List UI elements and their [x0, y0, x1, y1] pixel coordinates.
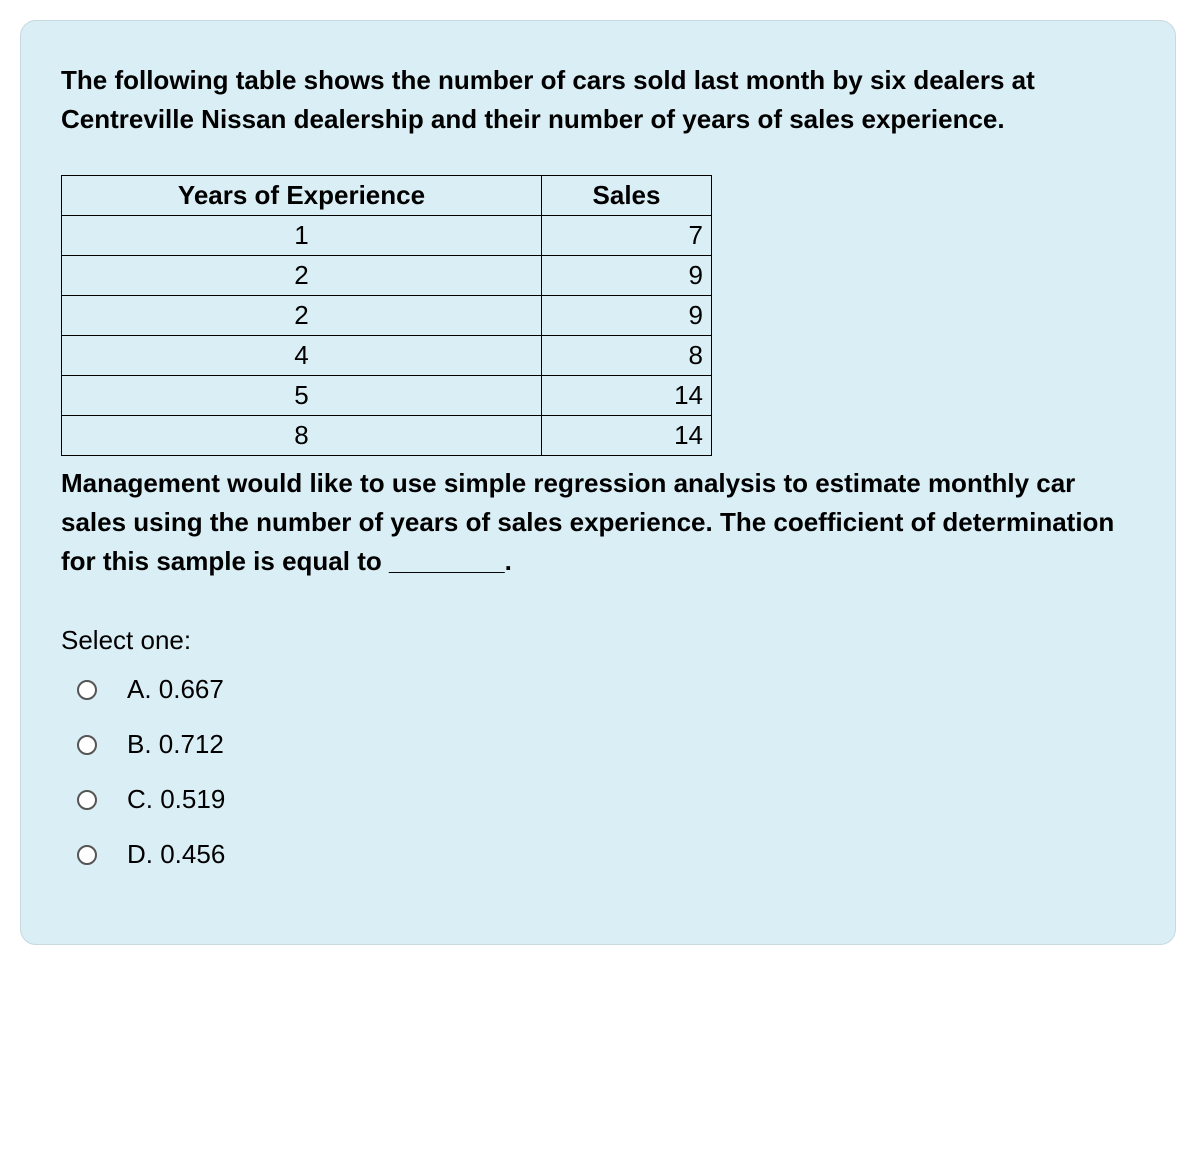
option-a[interactable]: A. 0.667 [77, 674, 1135, 705]
table-row: 5 14 [62, 376, 712, 416]
cell-sales: 14 [542, 416, 712, 456]
col-header-experience: Years of Experience [62, 176, 542, 216]
cell-experience: 2 [62, 256, 542, 296]
select-one-prompt: Select one: [61, 625, 1135, 656]
table-row: 4 8 [62, 336, 712, 376]
question-followup-text: Management would like to use simple regr… [61, 464, 1135, 581]
option-c[interactable]: C. 0.519 [77, 784, 1135, 815]
cell-experience: 8 [62, 416, 542, 456]
cell-experience: 1 [62, 216, 542, 256]
cell-sales: 9 [542, 256, 712, 296]
table-row: 2 9 [62, 256, 712, 296]
radio-icon[interactable] [77, 845, 97, 865]
cell-sales: 14 [542, 376, 712, 416]
cell-experience: 4 [62, 336, 542, 376]
radio-icon[interactable] [77, 735, 97, 755]
option-b[interactable]: B. 0.712 [77, 729, 1135, 760]
option-label: B. 0.712 [127, 729, 224, 760]
question-intro-text: The following table shows the number of … [61, 61, 1135, 139]
cell-sales: 7 [542, 216, 712, 256]
cell-experience: 5 [62, 376, 542, 416]
table-row: 8 14 [62, 416, 712, 456]
option-label: C. 0.519 [127, 784, 225, 815]
table-header-row: Years of Experience Sales [62, 176, 712, 216]
radio-icon[interactable] [77, 680, 97, 700]
options-group: A. 0.667 B. 0.712 C. 0.519 D. 0.456 [61, 674, 1135, 870]
option-label: A. 0.667 [127, 674, 224, 705]
cell-sales: 9 [542, 296, 712, 336]
table-row: 1 7 [62, 216, 712, 256]
data-table: Years of Experience Sales 1 7 2 9 2 9 4 … [61, 175, 712, 456]
option-label: D. 0.456 [127, 839, 225, 870]
cell-sales: 8 [542, 336, 712, 376]
table-row: 2 9 [62, 296, 712, 336]
option-d[interactable]: D. 0.456 [77, 839, 1135, 870]
question-card: The following table shows the number of … [20, 20, 1176, 945]
col-header-sales: Sales [542, 176, 712, 216]
cell-experience: 2 [62, 296, 542, 336]
radio-icon[interactable] [77, 790, 97, 810]
